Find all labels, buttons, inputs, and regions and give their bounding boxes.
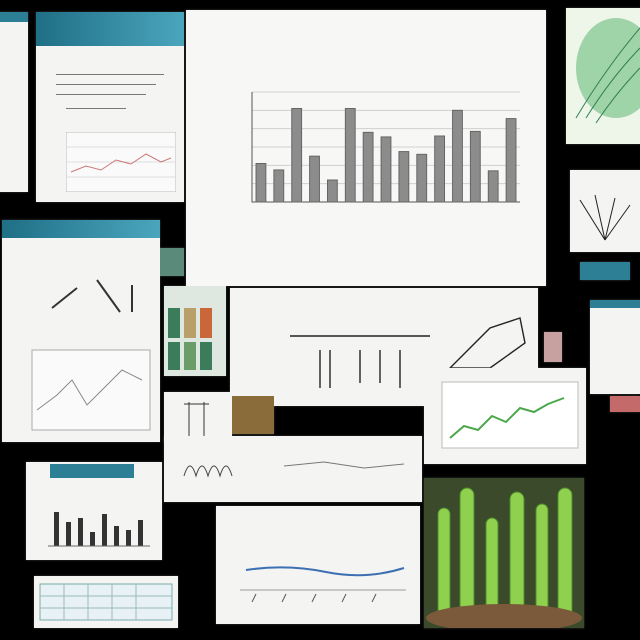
table-strip <box>34 576 178 628</box>
diagram-card-right <box>570 170 640 252</box>
sketch-card-left <box>2 220 160 442</box>
bottom-line-chart-card <box>216 506 420 624</box>
bar <box>326 179 338 203</box>
wave-card <box>164 436 422 502</box>
small-strip-right <box>544 332 562 362</box>
branch-diagram <box>579 194 631 241</box>
green-line-chart <box>441 381 579 449</box>
bar <box>255 163 267 203</box>
brown-thumbnail <box>232 396 274 434</box>
small-bar-chart <box>48 512 150 547</box>
small-bar-chart-card <box>26 462 162 560</box>
line-chart-card-green <box>424 368 586 464</box>
small-sketch-card <box>164 392 232 442</box>
leaf-illustration <box>575 18 640 124</box>
bottom-line-chart <box>240 566 406 603</box>
document-header-bar <box>36 12 184 46</box>
bar <box>416 153 428 203</box>
caption-chip-right <box>580 262 630 280</box>
sketch-and-line-graph <box>31 279 151 431</box>
leaf-image-top-right <box>566 8 640 144</box>
bar <box>291 108 303 203</box>
bar <box>344 108 356 203</box>
wave-sketch <box>183 461 405 478</box>
bar <box>452 109 463 203</box>
edge-swatch <box>610 396 640 412</box>
panel-header-bar <box>0 12 28 22</box>
bar <box>469 130 481 203</box>
plant-photo <box>424 478 584 628</box>
main-bar-chart-card <box>186 10 546 286</box>
sketch-card-header <box>2 220 160 238</box>
line-graph-thumbnail <box>66 132 176 192</box>
bar <box>434 135 446 203</box>
small-card-right <box>590 300 640 394</box>
bar <box>505 118 517 203</box>
photo-strip-images <box>168 308 212 370</box>
bar <box>380 136 392 203</box>
left-edge-panel <box>0 12 28 192</box>
small-icon-card <box>160 248 184 276</box>
table-thumbnail <box>39 583 173 621</box>
bar <box>362 131 374 203</box>
bar <box>398 151 410 203</box>
bar <box>273 169 285 203</box>
chart-axes <box>251 92 520 203</box>
photo-strip <box>164 286 226 376</box>
bar <box>309 155 320 203</box>
bar <box>487 170 499 203</box>
bar-chart <box>251 91 520 203</box>
plant-illustration <box>426 487 582 628</box>
small-chart-header <box>50 464 134 478</box>
document-card-top-left <box>36 12 184 202</box>
